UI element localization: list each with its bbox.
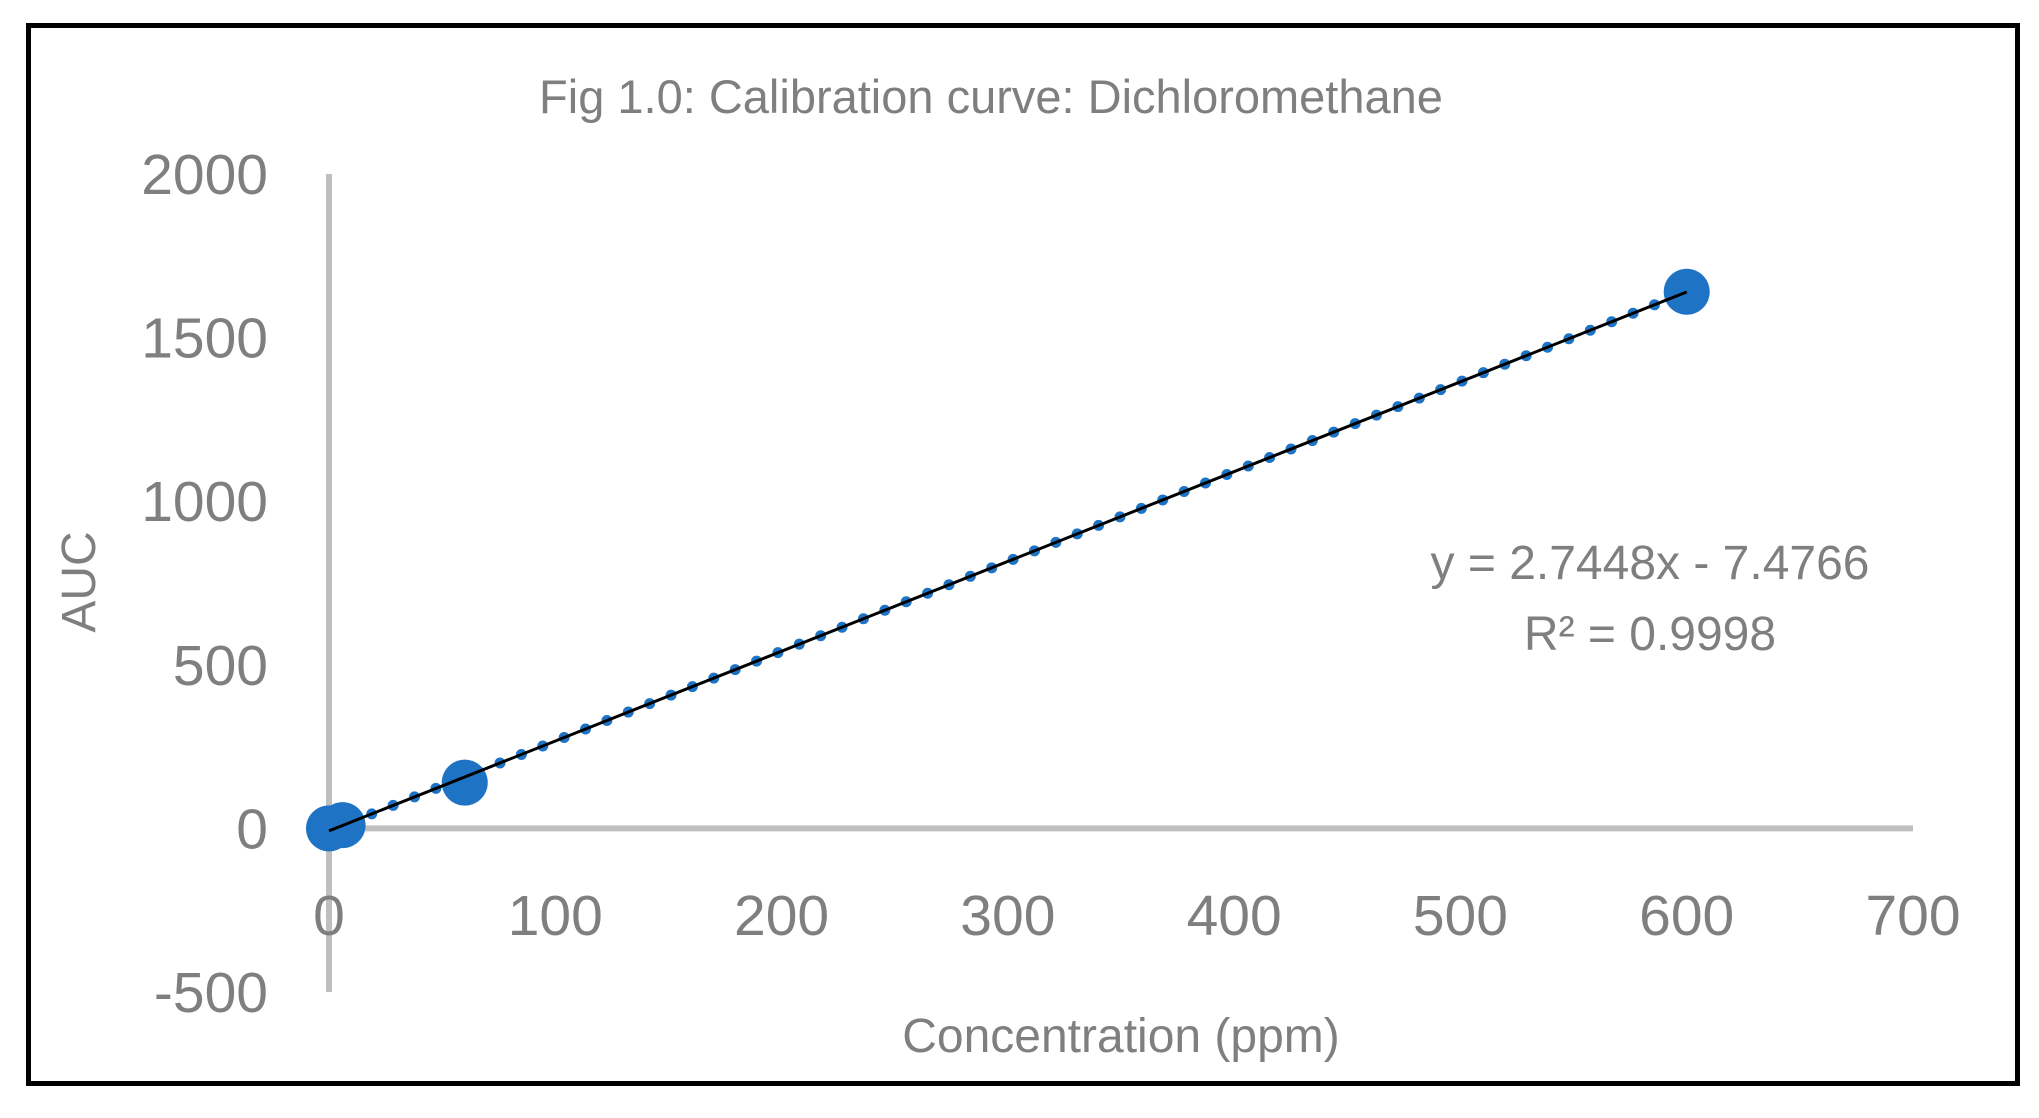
y-axis-label: AUC	[53, 531, 106, 632]
chart-title: Fig 1.0: Calibration curve: Dichlorometh…	[539, 70, 1443, 123]
data-point	[1663, 268, 1710, 315]
y-tick-label: 2000	[141, 143, 268, 207]
y-tick-label: 0	[236, 797, 268, 861]
x-tick-label: 400	[1187, 884, 1282, 948]
x-tick-label: 200	[734, 884, 829, 948]
y-tick-label: 1500	[141, 307, 268, 371]
trendline-equation: y = 2.7448x - 7.4766	[1431, 537, 1870, 590]
x-tick-label: 500	[1413, 884, 1508, 948]
x-tick-label: 100	[508, 884, 603, 948]
x-tick-label: 600	[1639, 884, 1734, 948]
x-tick-label: 0	[313, 884, 345, 948]
y-tick-label: 500	[173, 634, 268, 698]
x-axis-label: Concentration (ppm)	[902, 1010, 1340, 1063]
y-tick-label: 1000	[141, 470, 268, 534]
trendline-r2: R² = 0.9998	[1524, 608, 1776, 661]
chart-frame	[26, 23, 2020, 1086]
trendline	[328, 290, 1688, 833]
y-tick-label: -500	[154, 961, 268, 1025]
x-tick-label: 300	[960, 884, 1055, 948]
x-tick-label: 700	[1865, 884, 1960, 948]
